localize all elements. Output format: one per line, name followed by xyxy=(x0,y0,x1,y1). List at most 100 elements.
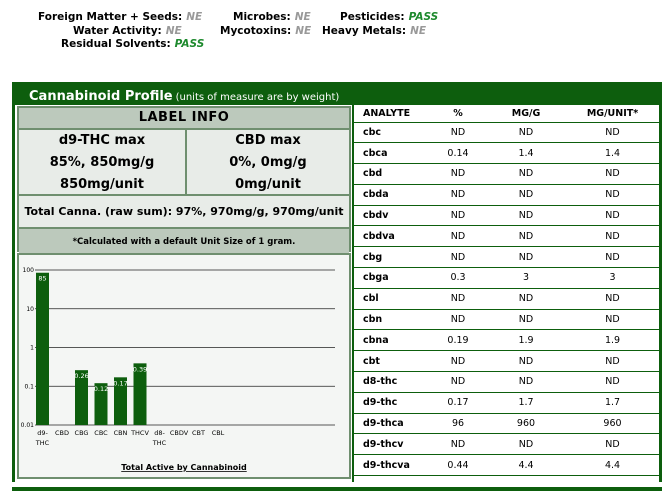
cell-percent: 0.3 xyxy=(430,267,486,289)
mycotoxins-label: Mycotoxins: xyxy=(220,25,292,37)
table-row: d9-thc 0.17 1.7 1.7 xyxy=(354,392,659,414)
cell-mg-per-unit: ND xyxy=(566,184,659,206)
cbd-max-column: CBD max 0%, 0mg/g 0mg/unit xyxy=(187,130,349,196)
x-tick-label: CBL xyxy=(212,429,225,437)
analyte-table-body: cbc ND ND ND cbca 0.14 1.4 1.4 cbd ND ND ND cbda ND ND… xyxy=(354,122,659,477)
cell-mg-per-unit: 1.7 xyxy=(566,392,659,414)
x-tick-label: THC xyxy=(35,439,50,447)
water-activity-value: NE xyxy=(165,25,182,37)
residual-solvents-label: Residual Solvents: xyxy=(61,38,171,50)
x-tick-label: CBT xyxy=(192,429,205,437)
cell-mg-per-g: 1.7 xyxy=(486,392,566,414)
table-row: cbga 0.3 3 3 xyxy=(354,267,659,289)
cell-percent: ND xyxy=(430,246,486,269)
cell-analyte: cbda xyxy=(354,184,430,206)
table-row: d8-thc ND ND ND xyxy=(354,371,659,393)
unit-size-note: *Calculated with a default Unit Size of … xyxy=(19,229,349,256)
cell-analyte: cbga xyxy=(354,267,430,289)
cell-mg-per-g: ND xyxy=(486,163,566,185)
table-header-row: ANALYTE % MG/G MG/UNIT* xyxy=(354,105,659,123)
cell-analyte: d9-thca xyxy=(354,413,430,435)
y-tick-label: 100 xyxy=(23,267,35,274)
header-mg-per-g: MG/G xyxy=(486,105,566,123)
cell-mg-per-unit: 1.4 xyxy=(566,142,659,165)
cell-mg-per-g: ND xyxy=(486,205,566,227)
table-row: cbd ND ND ND xyxy=(354,163,659,185)
cell-analyte: d9-thcv xyxy=(354,433,430,456)
label-info-box: LABEL INFO d9-THC max 85%, 850mg/g 850mg… xyxy=(17,106,351,256)
cell-percent: 0.17 xyxy=(430,392,486,414)
foreign-matter-label: Foreign Matter + Seeds: xyxy=(38,11,183,23)
bar-value-label: 0.17 xyxy=(113,379,127,387)
total-cannabinoids: Total Canna. (raw sum): 97%, 970mg/g, 97… xyxy=(19,196,349,229)
cell-mg-per-unit: ND xyxy=(566,288,659,310)
bar-value-label: 0.26 xyxy=(74,372,88,380)
cell-percent: ND xyxy=(430,184,486,206)
water-activity-label: Water Activity: xyxy=(73,25,162,37)
x-tick-label: THCV xyxy=(130,429,149,437)
cell-mg-per-g: ND xyxy=(486,246,566,269)
cell-mg-per-g: 4.4 xyxy=(486,454,566,477)
cell-mg-per-g: 1.4 xyxy=(486,142,566,165)
x-tick-label: CBG xyxy=(75,429,89,437)
summary-heavy-metals: Heavy Metals: NE xyxy=(322,25,426,37)
header-percent: % xyxy=(430,105,486,123)
cell-analyte: cbc xyxy=(354,122,430,144)
cell-analyte: d9-thc xyxy=(354,392,430,414)
analyte-table-panel: ANALYTE % MG/G MG/UNIT* cbc ND ND ND cbca 0.1… xyxy=(354,105,659,482)
test-summary: Foreign Matter + Seeds: NE Water Activity… xyxy=(0,8,667,58)
summary-mycotoxins: Mycotoxins: NE xyxy=(220,25,311,37)
profile-title: Cannabinoid Profile xyxy=(29,89,173,104)
summary-microbes: Microbes: NE xyxy=(233,11,311,23)
cell-mg-per-unit: 1.9 xyxy=(566,329,659,352)
cell-mg-per-g: ND xyxy=(486,433,566,456)
chart-bar xyxy=(133,363,147,425)
cell-analyte: cbn xyxy=(354,309,430,331)
profile-subtitle: (units of measure are by weight) xyxy=(175,92,340,103)
pesticides-label: Pesticides: xyxy=(340,11,405,23)
cbd-max-unit: 0mg/unit xyxy=(235,177,301,192)
thc-max-heading: d9-THC max xyxy=(58,133,146,148)
summary-water-activity: Water Activity: NE xyxy=(73,25,182,37)
cell-percent: 0.14 xyxy=(430,142,486,165)
cell-analyte: cbd xyxy=(354,163,430,185)
label-info-panel: LABEL INFO d9-THC max 85%, 850mg/g 850mg… xyxy=(15,105,352,482)
foreign-matter-value: NE xyxy=(186,11,203,23)
thc-max-unit: 850mg/unit xyxy=(60,177,144,192)
cell-mg-per-g: ND xyxy=(486,371,566,393)
cell-mg-per-g: 960 xyxy=(486,413,566,435)
cannabinoid-chart: 0.01 0.1 1 10 100 85 d9- THC CBD 0.26 CBG 0.12 CBC 0.… xyxy=(17,253,351,479)
microbes-label: Microbes: xyxy=(233,11,291,23)
bar-value-label: 0.12 xyxy=(94,385,108,393)
cell-mg-per-unit: ND xyxy=(566,246,659,269)
cell-mg-per-g: ND xyxy=(486,288,566,310)
cell-analyte: cbdv xyxy=(354,205,430,227)
cell-mg-per-unit: ND xyxy=(566,433,659,456)
cell-percent: 96 xyxy=(430,413,486,435)
cell-mg-per-unit: 4.4 xyxy=(566,454,659,477)
cell-analyte: cbl xyxy=(354,288,430,310)
microbes-value: NE xyxy=(294,11,311,23)
chart-bar xyxy=(94,383,108,425)
cell-mg-per-unit: ND xyxy=(566,350,659,373)
cell-analyte: d9-thcva xyxy=(354,454,430,477)
residual-solvents-value: PASS xyxy=(174,38,205,50)
x-tick-label: CBD xyxy=(55,429,69,437)
chart-bar xyxy=(114,377,127,425)
cannabinoid-profile-section: Cannabinoid Profile (units of measure are… xyxy=(12,82,662,482)
table-row: d9-thcva 0.44 4.4 4.4 xyxy=(354,454,659,477)
table-row: d9-thcv ND ND ND xyxy=(354,433,659,456)
thc-max-column: d9-THC max 85%, 850mg/g 850mg/unit xyxy=(19,130,187,196)
heavy-metals-value: NE xyxy=(410,25,427,37)
label-info-values: d9-THC max 85%, 850mg/g 850mg/unit CBD m… xyxy=(19,130,349,196)
table-row: cbdv ND ND ND xyxy=(354,205,659,227)
y-tick-label: 10 xyxy=(26,306,34,313)
x-tick-label: d8- xyxy=(154,429,165,437)
cell-percent: ND xyxy=(430,163,486,185)
table-row: cbn ND ND ND xyxy=(354,309,659,331)
cell-analyte: d8-thc xyxy=(354,371,430,393)
table-row: d9-thca 96 960 960 xyxy=(354,413,659,435)
cbd-max-percent: 0%, 0mg/g xyxy=(229,155,307,170)
bar-value-label: 85 xyxy=(38,275,46,283)
pesticides-value: PASS xyxy=(408,11,439,23)
